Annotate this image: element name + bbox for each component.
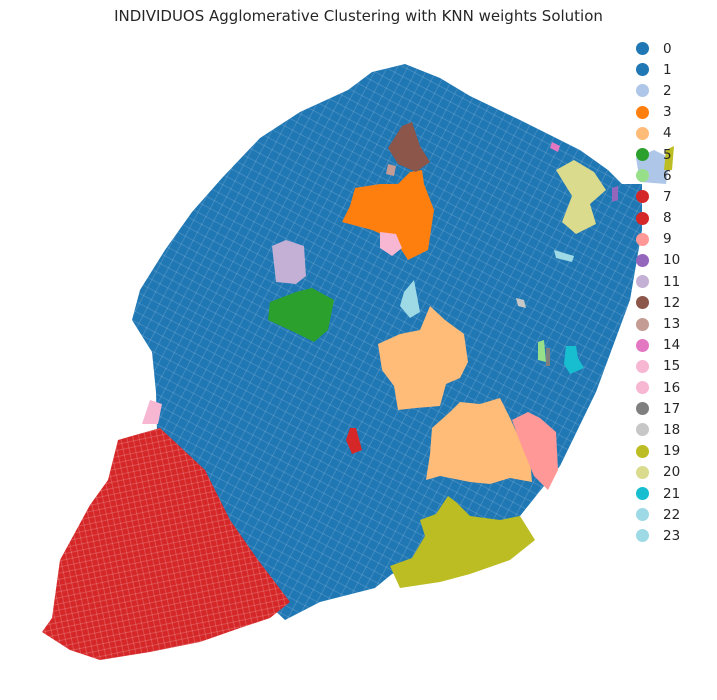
region-cluster-17 xyxy=(546,348,550,366)
legend-label: 14 xyxy=(663,337,681,354)
legend-item-4: 4 xyxy=(636,123,680,144)
legend-label: 4 xyxy=(663,125,672,142)
legend-item-11: 11 xyxy=(636,271,680,292)
legend-marker-icon xyxy=(636,126,649,140)
region-cluster-21 xyxy=(564,346,584,374)
legend-item-9: 9 xyxy=(636,229,680,250)
region-cluster-18 xyxy=(516,298,526,308)
region-cluster-13 xyxy=(386,164,396,176)
legend-label: 2 xyxy=(663,82,672,99)
legend-marker-icon xyxy=(636,465,649,479)
legend-item-13: 13 xyxy=(636,313,680,334)
legend-item-17: 17 xyxy=(636,398,680,419)
map-title: INDIVIDUOS Agglomerative Clustering with… xyxy=(114,7,603,25)
legend-label: 16 xyxy=(663,379,681,396)
legend-marker-icon xyxy=(636,359,649,373)
legend-item-5: 5 xyxy=(636,144,680,165)
legend-marker-icon xyxy=(636,84,649,98)
legend-item-18: 18 xyxy=(636,419,680,440)
legend-label: 7 xyxy=(663,188,672,205)
region-cluster-22 xyxy=(400,280,420,318)
legend-label: 5 xyxy=(663,146,672,163)
legend-item-8: 8 xyxy=(636,208,680,229)
region-cluster-20 xyxy=(556,160,606,234)
legend-marker-icon xyxy=(636,148,649,162)
region-cluster-8 xyxy=(346,428,362,454)
region-cluster-19 xyxy=(390,496,535,588)
region-cluster-4b xyxy=(426,398,532,484)
legend-item-19: 19 xyxy=(636,441,680,462)
legend-marker-icon xyxy=(636,487,649,501)
legend-label: 22 xyxy=(663,506,681,523)
legend-label: 8 xyxy=(663,210,672,227)
legend-marker-icon xyxy=(636,211,649,225)
legend-label: 13 xyxy=(663,316,681,333)
region-cluster-19b xyxy=(664,146,674,170)
region-cluster-10 xyxy=(612,186,618,202)
legend-label: 19 xyxy=(663,443,681,460)
legend-item-23: 23 xyxy=(636,525,680,546)
legend-marker-icon xyxy=(636,317,649,331)
legend-item-10: 10 xyxy=(636,250,680,271)
legend-label: 23 xyxy=(663,527,681,544)
legend-item-6: 6 xyxy=(636,165,680,186)
legend-item-1: 1 xyxy=(636,59,680,80)
legend-marker-icon xyxy=(636,529,649,543)
legend-item-14: 14 xyxy=(636,335,680,356)
legend-marker-icon xyxy=(636,338,649,352)
legend-label: 15 xyxy=(663,358,681,375)
region-cluster-14 xyxy=(550,142,560,152)
legend-item-21: 21 xyxy=(636,483,680,504)
street-texture-sw xyxy=(42,428,290,660)
region-cluster-4 xyxy=(378,306,468,410)
region-cluster-5 xyxy=(268,288,334,342)
region-cluster-12 xyxy=(388,122,430,172)
legend-item-2: 2 xyxy=(636,80,680,101)
legend-marker-icon xyxy=(636,105,649,119)
legend-item-15: 15 xyxy=(636,356,680,377)
legend-item-3: 3 xyxy=(636,102,680,123)
legend-label: 3 xyxy=(663,104,672,121)
legend-marker-icon xyxy=(636,42,649,56)
region-cluster-23 xyxy=(554,250,574,262)
region-cluster-9 xyxy=(512,412,558,490)
legend-label: 17 xyxy=(663,400,681,417)
legend-label: 20 xyxy=(663,464,681,481)
legend-item-16: 16 xyxy=(636,377,680,398)
legend-marker-icon xyxy=(636,402,649,416)
region-cluster-3 xyxy=(342,170,434,260)
legend-marker-icon xyxy=(636,232,649,246)
legend-label: 1 xyxy=(663,61,672,78)
region-cluster-16 xyxy=(142,400,162,424)
region-cluster-6 xyxy=(538,340,546,362)
legend-label: 9 xyxy=(663,231,672,248)
legend-label: 18 xyxy=(663,421,681,438)
legend-item-20: 20 xyxy=(636,462,680,483)
legend-label: 12 xyxy=(663,294,681,311)
legend-marker-icon xyxy=(636,296,649,310)
legend-label: 6 xyxy=(663,167,672,184)
legend-marker-icon xyxy=(636,169,649,183)
legend-marker-icon xyxy=(636,253,649,267)
legend-marker-icon xyxy=(636,190,649,204)
legend-marker-icon xyxy=(636,63,649,77)
legend-marker-icon xyxy=(636,423,649,437)
legend-item-0: 0 xyxy=(636,38,680,59)
region-cluster-15 xyxy=(380,232,402,256)
legend-marker-icon xyxy=(636,381,649,395)
legend-label: 21 xyxy=(663,485,681,502)
legend: 0 1 2 3 4 5 6 7 8 9 10 11 12 13 14 15 16 17 18 19 20 21 22 23 xyxy=(636,38,680,547)
legend-marker-icon xyxy=(636,275,649,289)
legend-label: 10 xyxy=(663,252,681,269)
region-cluster-11 xyxy=(272,240,306,284)
legend-label: 11 xyxy=(663,273,681,290)
legend-marker-icon xyxy=(636,444,649,458)
legend-item-12: 12 xyxy=(636,292,680,313)
legend-item-22: 22 xyxy=(636,504,680,525)
legend-item-7: 7 xyxy=(636,186,680,207)
legend-marker-icon xyxy=(636,508,649,522)
legend-label: 0 xyxy=(663,40,672,57)
